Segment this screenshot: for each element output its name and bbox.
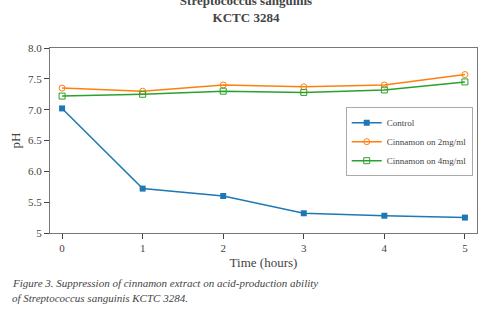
svg-text:1: 1 — [140, 242, 146, 254]
svg-text:8.0: 8.0 — [28, 42, 42, 54]
svg-text:4: 4 — [382, 242, 388, 254]
svg-text:Streptococcus sanguinisKCTC 32: Streptococcus sanguinisKCTC 3284 — [180, 0, 312, 25]
svg-text:2: 2 — [220, 242, 226, 254]
svg-text:Cinnamon on 4mg/ml: Cinnamon on 4mg/ml — [387, 156, 467, 166]
svg-text:Figure 3. Suppression of cinna: Figure 3. Suppression of cinnamon extrac… — [12, 277, 318, 289]
svg-text:Time (hours): Time (hours) — [230, 255, 298, 270]
svg-text:7.5: 7.5 — [28, 73, 42, 85]
svg-text:5: 5 — [462, 242, 468, 254]
svg-text:pH: pH — [8, 133, 23, 149]
svg-text:0: 0 — [59, 242, 65, 254]
svg-text:6.5: 6.5 — [28, 134, 42, 146]
svg-text:Cinnamon on 2mg/ml: Cinnamon on 2mg/ml — [387, 137, 467, 147]
svg-text:6.0: 6.0 — [28, 165, 42, 177]
svg-text:Control: Control — [387, 118, 415, 128]
svg-text:of Streptococcus sanguinis KCT: of Streptococcus sanguinis KCTC 3284. — [12, 292, 188, 304]
svg-text:3: 3 — [301, 242, 307, 254]
svg-text:7.0: 7.0 — [28, 104, 42, 116]
svg-text:5.5: 5.5 — [28, 196, 42, 208]
svg-text:5: 5 — [36, 227, 42, 239]
